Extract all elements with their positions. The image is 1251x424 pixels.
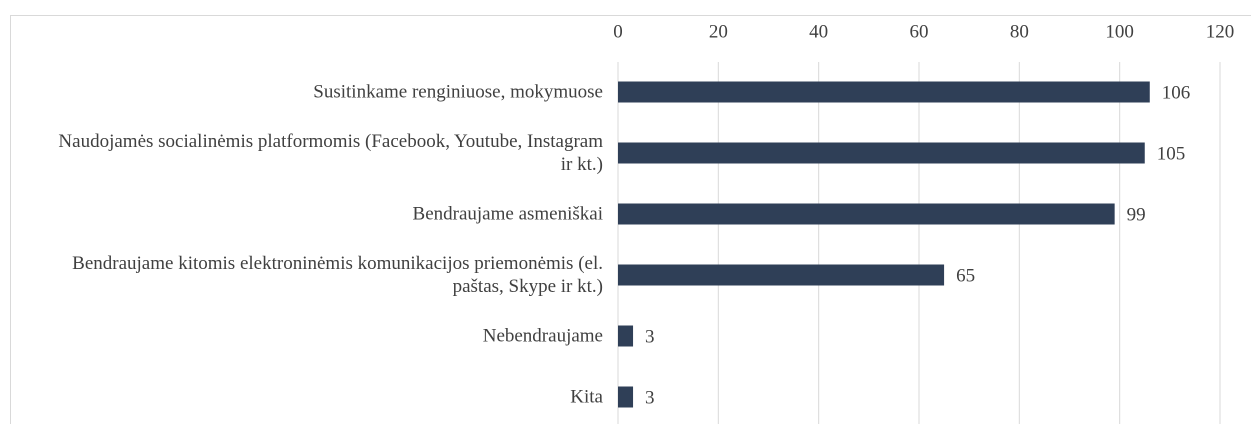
value-label: 106: [1162, 82, 1191, 103]
bar: [618, 264, 945, 286]
x-tick-label: 100: [1105, 21, 1134, 42]
category-label: Bendraujame asmeniškai: [412, 203, 603, 225]
x-tick-label: 80: [1010, 21, 1029, 42]
bar: [618, 81, 1150, 103]
value-label: 3: [645, 387, 655, 408]
value-label: 3: [645, 326, 655, 347]
value-label: 65: [956, 265, 975, 286]
x-tick-label: 40: [809, 21, 828, 42]
x-tick-label: 0: [613, 21, 623, 42]
x-tick-label: 20: [709, 21, 728, 42]
bar: [618, 325, 634, 347]
value-label: 99: [1127, 204, 1146, 225]
bar: [618, 142, 1145, 164]
x-tick-label: 60: [910, 21, 929, 42]
bar: [618, 203, 1115, 225]
category-label: Naudojamės socialinėmis platformomis (Fa…: [58, 131, 603, 175]
value-label: 105: [1157, 143, 1186, 164]
category-label: Kita: [570, 386, 603, 408]
category-label: Bendraujame kitomis elektroninėmis komun…: [72, 253, 603, 297]
category-label: Susitinkame renginiuose, mokymuose: [313, 81, 603, 103]
chart-border: [10, 15, 1251, 424]
category-label: Nebendraujame: [482, 325, 603, 347]
x-tick-label: 120: [1206, 21, 1235, 42]
bar: [618, 386, 634, 408]
